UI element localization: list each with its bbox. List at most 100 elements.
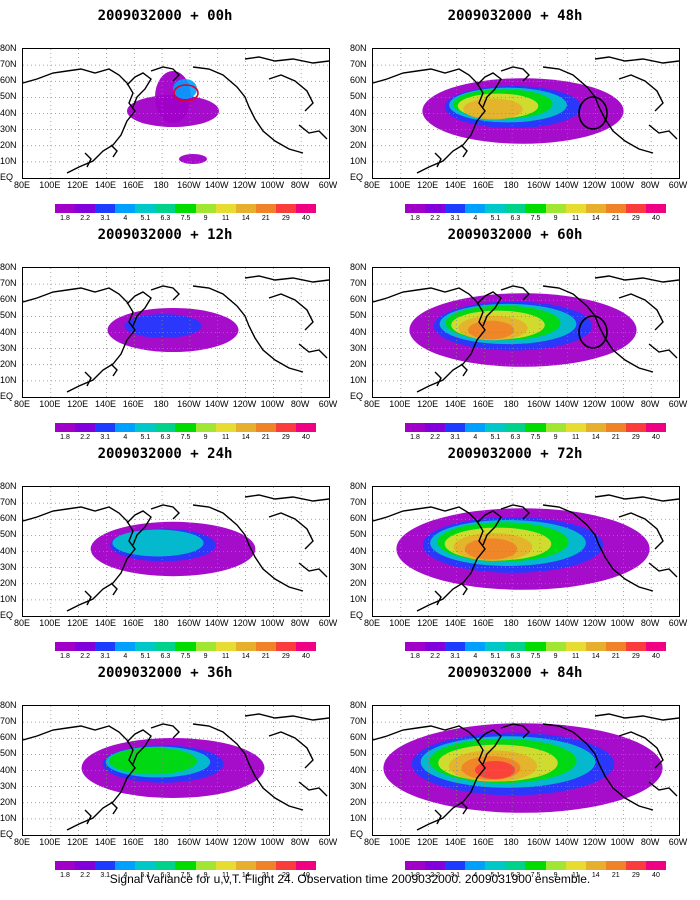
coastline: [298, 343, 328, 359]
longitude-label: 140W: [554, 837, 579, 847]
colorbar-label: 9: [553, 872, 558, 879]
longitude-label: 140E: [444, 399, 466, 409]
colorbar-swatch: [405, 861, 426, 870]
longitude-label: 160E: [472, 399, 494, 409]
colorbar-label: 1.8: [410, 872, 420, 879]
colorbar: [405, 204, 667, 213]
longitude-label: 140W: [554, 399, 579, 409]
latitude-label: 60N: [350, 75, 367, 86]
colorbar-swatch: [525, 642, 546, 651]
colorbar: [405, 861, 667, 870]
longitude-axis: 80E 100E 120E 140E 160E 180 160W 140W 120W 100W 80…: [350, 399, 690, 409]
colorbar-swatch: [485, 204, 506, 213]
colorbar-label: 21: [261, 215, 270, 222]
colorbar-label: 3.1: [450, 434, 461, 441]
colorbar-label: 29: [281, 434, 290, 441]
latitude-label: 80N: [350, 700, 367, 710]
latitude-label: 80N: [350, 43, 367, 53]
colorbar-swatch: [545, 642, 566, 651]
coastline: [373, 287, 486, 393]
colorbar-swatch: [565, 423, 586, 432]
colorbar-swatch: [175, 204, 196, 213]
colorbar-swatch: [155, 204, 176, 213]
latitude-label: 30N: [350, 561, 367, 572]
longitude-label: 140W: [204, 180, 229, 190]
longitude-label: 120E: [67, 180, 89, 190]
latitude-label: 40N: [0, 107, 17, 118]
coastline: [594, 56, 679, 64]
forecast-panel: 2009032000 + 36h 80N 70N 60N 50N 40N 30N 20N 10N…: [0, 665, 340, 880]
colorbar-swatch: [115, 861, 136, 870]
coastline: [476, 729, 502, 765]
panel-title: 2009032000 + 84h: [447, 665, 583, 681]
colorbar-label: 9: [553, 653, 558, 660]
coastline: [648, 343, 678, 359]
variance-map: [372, 48, 680, 179]
latitude-label: 50N: [350, 748, 367, 759]
coastline: [298, 781, 328, 797]
colorbar-swatch: [585, 861, 606, 870]
colorbar-label: 11: [222, 872, 230, 879]
longitude-label: 140W: [554, 618, 579, 628]
longitude-label: 100E: [39, 399, 61, 409]
variance-contour: [467, 320, 515, 340]
colorbar-label: 29: [631, 653, 640, 660]
colorbar-swatch: [115, 642, 136, 651]
latitude-label: 50N: [0, 748, 17, 759]
colorbar-swatch: [55, 423, 76, 432]
colorbar-swatch: [275, 861, 296, 870]
latitude-label: 20N: [350, 358, 367, 369]
longitude-label: 120W: [582, 618, 607, 628]
longitude-label: 120W: [582, 180, 607, 190]
colorbar-swatch: [75, 423, 96, 432]
colorbar-labels: 1.8 2.2 3.1 4 5.1 6.3 7.5 9 11 14 21 29 40: [405, 215, 666, 223]
coastline: [23, 725, 136, 831]
longitude-label: 160W: [527, 399, 551, 409]
longitude-axis: 80E 100E 120E 140E 160E 180 160W 140W 120W 100W 80…: [0, 618, 340, 628]
colorbar-label: 3.1: [100, 653, 111, 660]
colorbar-label: 7.5: [530, 653, 541, 660]
latitude-label: 80N: [0, 262, 17, 272]
longitude-label: 60W: [318, 618, 338, 628]
longitude-label: 80E: [13, 837, 31, 847]
colorbar-label: 9: [203, 872, 208, 879]
latitude-label: 20N: [0, 139, 17, 150]
coastline: [648, 562, 678, 578]
coastline: [500, 66, 530, 82]
coastline: [648, 124, 678, 140]
map-canvas: [373, 49, 679, 178]
longitude-label: 120E: [417, 837, 439, 847]
variance-map: [22, 705, 330, 836]
colorbar-swatch: [175, 423, 196, 432]
colorbar-swatch: [195, 423, 216, 432]
coastline: [192, 504, 304, 592]
coastline: [476, 72, 502, 108]
target-circle: [578, 315, 608, 349]
latitude-label: 60N: [350, 513, 367, 524]
latitude-label: 80N: [0, 481, 17, 491]
coastline: [373, 68, 486, 174]
latitude-label: 20N: [350, 139, 367, 150]
colorbar-label: 2.2: [430, 653, 440, 660]
longitude-label: 120E: [67, 618, 89, 628]
coastline: [268, 74, 314, 112]
map-canvas: [23, 487, 329, 616]
coastline: [23, 68, 136, 174]
colorbar-swatch: [525, 423, 546, 432]
latitude-label: 60N: [0, 732, 17, 743]
colorbar-label: 29: [281, 653, 290, 660]
longitude-label: 80W: [640, 180, 660, 190]
colorbar-label: 3.1: [100, 215, 111, 222]
colorbar-swatch: [625, 204, 646, 213]
colorbar-label: 14: [241, 653, 250, 660]
coastline: [542, 285, 654, 373]
coastline: [192, 66, 304, 154]
coastline: [110, 144, 118, 158]
colorbar-swatch: [565, 642, 586, 651]
longitude-label: 120W: [232, 399, 257, 409]
latitude-label: 70N: [0, 278, 17, 289]
colorbar: [55, 423, 317, 432]
latitude-label: EQ: [350, 391, 364, 401]
longitude-label: 80W: [640, 618, 660, 628]
colorbar-swatch: [465, 861, 486, 870]
